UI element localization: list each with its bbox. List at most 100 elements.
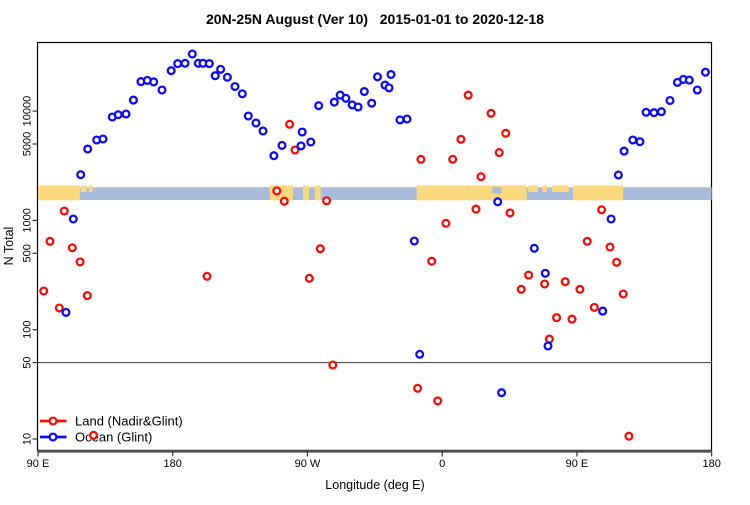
- data-point-land: [54, 303, 64, 313]
- data-point-land: [463, 90, 473, 100]
- y-tick-label: 1000: [22, 208, 34, 232]
- strip-land: [302, 185, 309, 201]
- data-point-ocean: [598, 306, 608, 316]
- data-point-ocean: [216, 64, 226, 74]
- data-point-land: [272, 186, 282, 196]
- data-point-ocean: [613, 170, 623, 180]
- y-tick-label: 10: [22, 433, 34, 445]
- data-point-ocean: [649, 108, 659, 118]
- data-point-land: [322, 196, 332, 206]
- legend-ocean-marker-icon: [48, 432, 58, 442]
- x-tick-label: 90 E: [566, 458, 589, 470]
- data-point-land: [427, 256, 437, 266]
- data-point-land: [290, 145, 300, 155]
- y-axis-title: N Total: [2, 227, 16, 266]
- data-point-land: [567, 314, 577, 324]
- data-point-land: [39, 286, 49, 296]
- data-point-ocean: [692, 85, 702, 95]
- data-point-ocean: [341, 93, 351, 103]
- data-point-land: [202, 271, 212, 281]
- data-point-ocean: [543, 341, 553, 351]
- data-point-ocean: [258, 126, 268, 136]
- data-point-ocean: [128, 95, 138, 105]
- data-point-ocean: [166, 66, 176, 76]
- data-point-ocean: [353, 102, 363, 112]
- strip-land-dash: [542, 185, 547, 192]
- data-point-ocean: [243, 111, 253, 121]
- data-point-ocean: [402, 114, 412, 124]
- data-point-land: [575, 284, 585, 294]
- data-point-land: [45, 236, 55, 246]
- strip-land: [573, 185, 624, 201]
- data-point-land: [304, 273, 314, 283]
- legend-land-label: Land (Nadir&Glint): [75, 414, 183, 429]
- data-point-land: [505, 208, 515, 218]
- data-point-ocean: [76, 170, 86, 180]
- data-point-ocean: [204, 59, 214, 69]
- data-point-ocean: [386, 69, 396, 80]
- data-point-ocean: [395, 115, 405, 125]
- x-axis: 90 E 180 90 W 0 90 E 180: [27, 451, 721, 470]
- data-point-land: [612, 257, 622, 267]
- data-point-land: [441, 218, 451, 228]
- data-point-ocean: [306, 137, 316, 147]
- scatter-points: [39, 49, 710, 441]
- data-point-land: [605, 242, 615, 252]
- data-point-land: [315, 244, 325, 254]
- data-point-ocean: [251, 118, 261, 128]
- data-point-land: [624, 431, 634, 441]
- data-point-ocean: [277, 140, 287, 150]
- x-tick-label: 90 W: [295, 458, 321, 470]
- data-point-ocean: [210, 71, 220, 81]
- data-point-land: [476, 172, 486, 182]
- data-point-ocean: [628, 135, 638, 145]
- x-tick-label: 180: [164, 458, 182, 470]
- data-point-land: [456, 134, 466, 144]
- data-point-land: [486, 108, 496, 118]
- y-tick-label: 500: [22, 244, 34, 262]
- y-axis: 10 50 100 500 1000 5000 10000: [22, 96, 38, 445]
- data-point-land: [59, 206, 69, 216]
- data-point-ocean: [297, 127, 307, 137]
- data-point-land: [416, 154, 426, 164]
- data-point-ocean: [187, 49, 197, 59]
- data-point-land: [75, 257, 85, 267]
- data-point-ocean: [269, 151, 279, 161]
- legend-land-marker-icon: [48, 416, 58, 426]
- data-point-land: [88, 430, 99, 440]
- data-point-ocean: [415, 349, 425, 359]
- data-point-ocean: [529, 243, 539, 253]
- data-point-land: [67, 243, 77, 253]
- x-tick-label: 0: [439, 458, 445, 470]
- data-point-ocean: [230, 81, 240, 92]
- data-point-ocean: [222, 72, 232, 82]
- data-point-land: [618, 289, 628, 299]
- x-axis-title: Longitude (deg E): [325, 478, 424, 492]
- strip-land: [314, 185, 321, 201]
- map-strip: [38, 185, 712, 201]
- strip-land: [38, 185, 80, 201]
- y-tick-label: 50: [22, 356, 34, 368]
- data-point-ocean: [656, 107, 666, 117]
- strip-land-dash: [552, 185, 569, 192]
- data-point-ocean: [619, 146, 629, 156]
- data-point-land: [433, 396, 443, 406]
- data-point-ocean: [359, 86, 369, 97]
- data-point-ocean: [113, 110, 123, 120]
- legend: Land (Nadir&Glint) Ocean (Glint): [40, 414, 183, 445]
- data-point-ocean: [367, 98, 377, 108]
- data-point-land: [501, 128, 511, 138]
- strip-land-dash: [88, 185, 93, 192]
- data-point-land: [589, 302, 599, 312]
- y-tick-label: 100: [22, 321, 34, 339]
- data-point-land: [279, 196, 289, 206]
- data-point-ocean: [384, 83, 394, 93]
- data-point-ocean: [684, 75, 694, 85]
- data-point-land: [448, 154, 458, 164]
- data-point-ocean: [409, 236, 419, 246]
- data-point-ocean: [606, 214, 616, 224]
- data-point-ocean: [329, 97, 339, 107]
- data-point-ocean: [540, 268, 550, 278]
- strip-land-dash: [80, 185, 87, 192]
